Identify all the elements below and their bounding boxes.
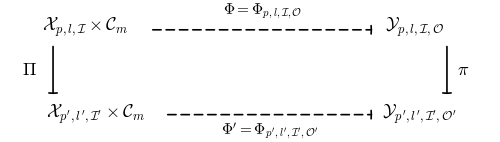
Text: $\Phi' = \Phi_{p',l',\mathcal{I}',\mathcal{O}'}$: $\Phi' = \Phi_{p',l',\mathcal{I}',\mathc… [222,121,318,141]
Text: $\mathcal{X}_{p,l,\mathcal{I}} \times \mathcal{C}_m$: $\mathcal{X}_{p,l,\mathcal{I}} \times \m… [42,16,129,39]
Text: $\mathcal{Y}_{p,l,\mathcal{I},\mathcal{O}}$: $\mathcal{Y}_{p,l,\mathcal{I},\mathcal{O… [385,16,444,39]
Text: $\Pi$: $\Pi$ [22,61,36,79]
Text: $\mathcal{Y}_{p',l',\mathcal{I}',\mathcal{O}'}$: $\mathcal{Y}_{p',l',\mathcal{I}',\mathca… [382,103,457,126]
Text: $\Phi = \Phi_{p,l,\mathcal{I},\mathcal{O}}$: $\Phi = \Phi_{p,l,\mathcal{I},\mathcal{O… [223,2,302,21]
Text: $\pi$: $\pi$ [457,61,469,79]
Text: $\mathcal{X}_{p',l',\mathcal{I}'} \times \mathcal{C}_m$: $\mathcal{X}_{p',l',\mathcal{I}'} \times… [46,103,145,126]
